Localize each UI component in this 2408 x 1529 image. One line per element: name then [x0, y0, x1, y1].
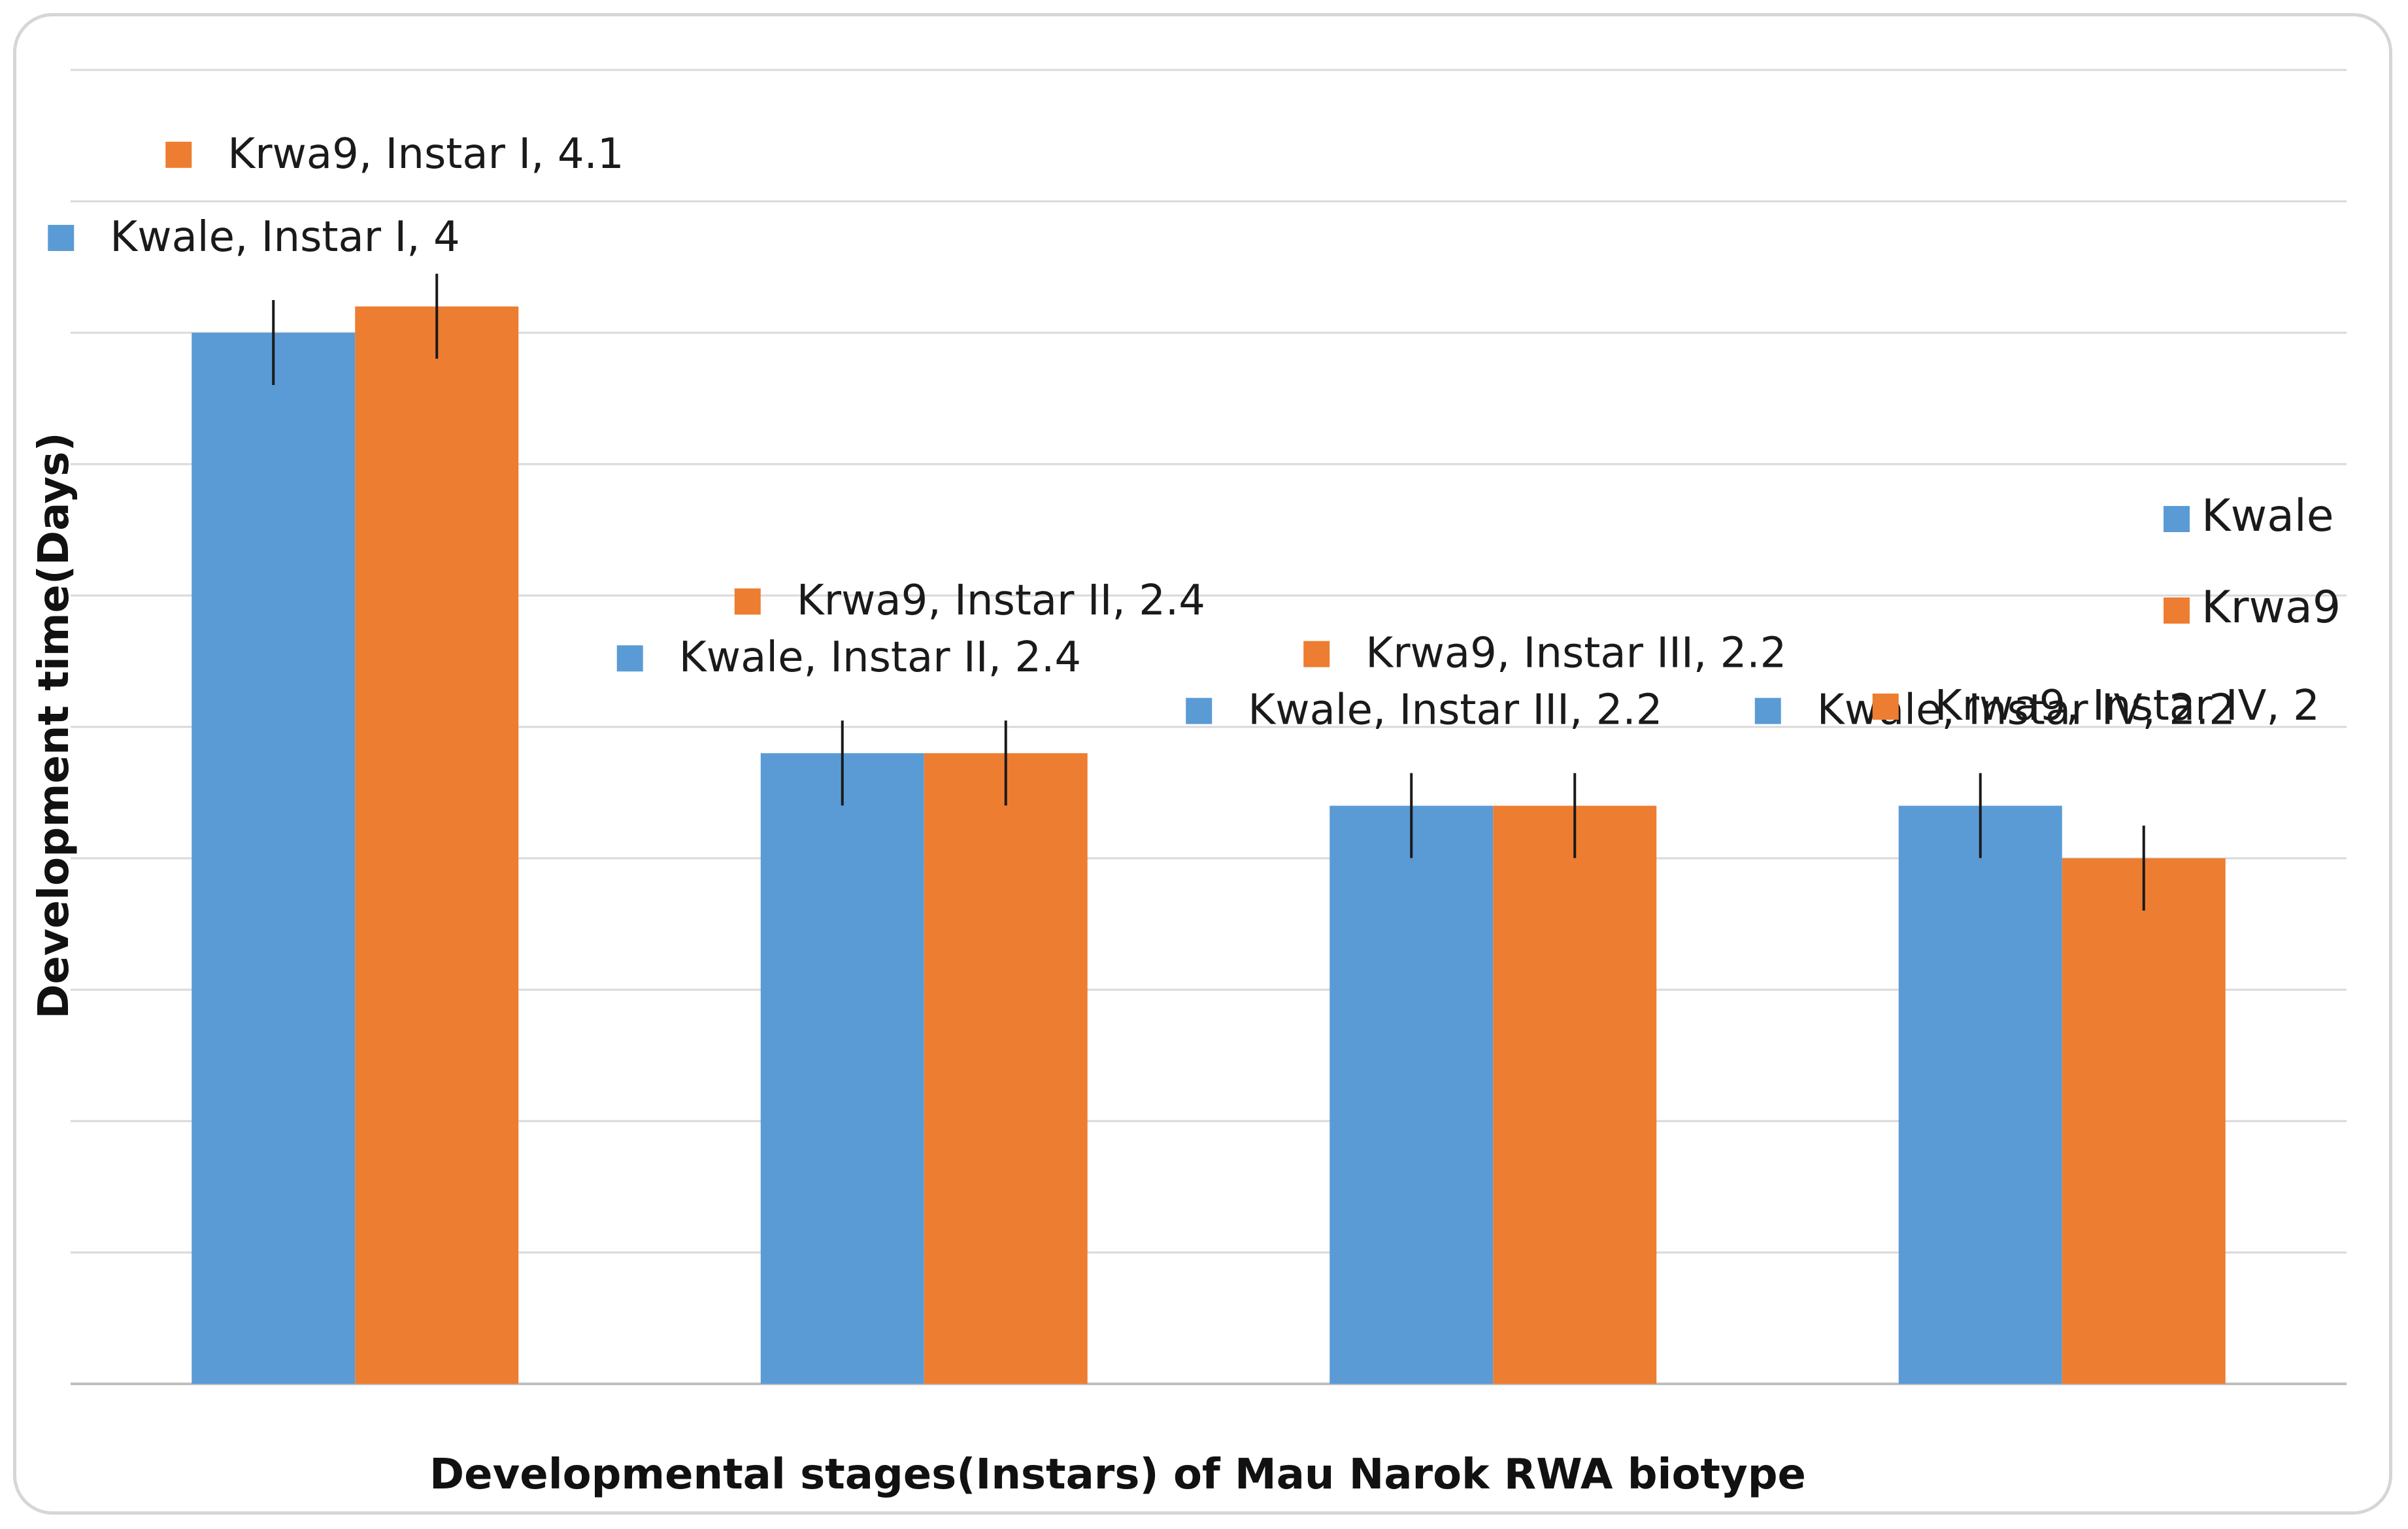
legend-label-krwa9: Krwa9	[2201, 582, 2341, 633]
x-axis-title: Developmental stages(Instars) of Mau Nar…	[429, 1451, 1806, 1499]
data-label: Kwale, Instar I, 4	[110, 213, 460, 261]
label-marker-krwa9	[734, 588, 761, 615]
data-label: Kwale, Instar II, 2.4	[679, 633, 1081, 682]
label-marker-kwale	[1186, 697, 1212, 724]
label-marker-krwa9	[1303, 641, 1330, 667]
label-marker-krwa9	[165, 141, 192, 168]
data-label: Krwa9, Instar III, 2.2	[1365, 630, 1786, 678]
data-label: Kwale, Instar III, 2.2	[1248, 686, 1662, 735]
label-marker-kwale	[616, 645, 643, 672]
bar-krwa9-2	[924, 753, 1088, 1384]
bar-kwale-1	[192, 333, 356, 1384]
label-marker-kwale	[1754, 697, 1781, 724]
label-marker-kwale	[48, 225, 75, 251]
bar-kwale-3	[1329, 805, 1494, 1384]
legend-swatch-krwa9	[2164, 597, 2190, 624]
legend-swatch-kwale	[2164, 506, 2190, 532]
label-marker-krwa9	[1872, 694, 1899, 720]
bar-kwale-4	[1898, 805, 2062, 1384]
data-label: Krwa9, Instar I, 4.1	[227, 130, 624, 178]
data-label: Krwa9, Instar IV, 2	[1935, 682, 2320, 730]
bars	[192, 306, 2226, 1384]
y-axis-title: Development time(Days)	[30, 432, 78, 1018]
bar-krwa9-3	[1493, 805, 1657, 1384]
data-labels: Kwale, Instar I, 4 Kwale, Instar II, 2.4 K…	[48, 130, 2320, 911]
legend: Kwale Krwa9	[2164, 490, 2341, 633]
bar-kwale-2	[760, 753, 924, 1384]
legend-label-kwale: Kwale	[2201, 490, 2334, 542]
data-label: Krwa9, Instar II, 2.4	[797, 577, 1205, 625]
bar-krwa9-1	[355, 306, 519, 1384]
bar-krwa9-4	[2062, 858, 2226, 1384]
